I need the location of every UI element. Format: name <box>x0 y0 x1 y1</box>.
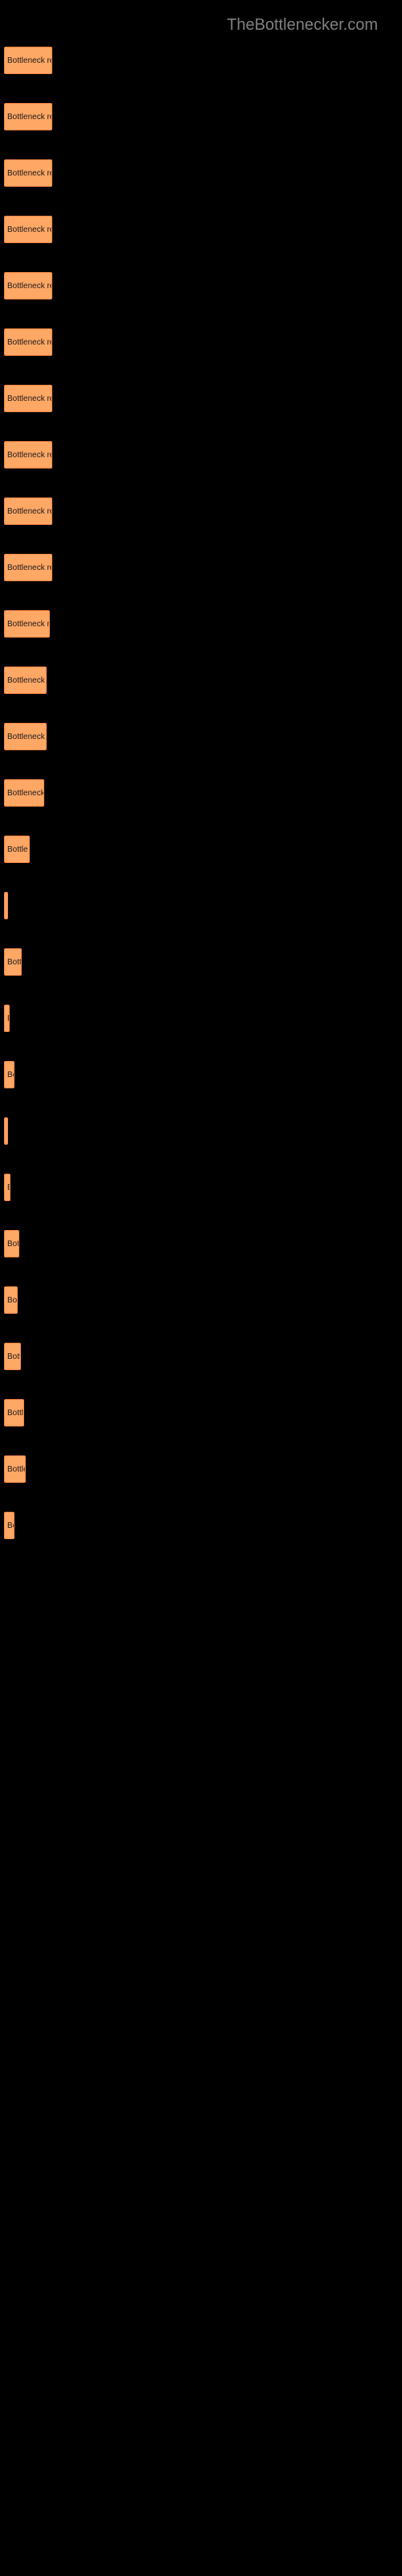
bar-text: Bottleneck <box>7 733 45 741</box>
bar-item: Bottleneck re <box>4 497 52 525</box>
bar-item: Bottleneck re <box>4 216 52 243</box>
bar-item: Bottl <box>4 1399 24 1426</box>
bar-text: Bottleneck <box>7 789 44 798</box>
bar-item <box>4 892 8 919</box>
bar-text: Bottleneck re <box>7 394 52 403</box>
bar-item: Bottleneck <box>4 723 47 750</box>
bar-item: Bottleneck res <box>4 441 52 469</box>
bar-item: Bot <box>4 1286 18 1314</box>
header: TheBottlenecker.com <box>0 16 402 35</box>
bar-text: Bottleneck re <box>7 225 52 234</box>
bar-text: Bottleneck re <box>7 564 52 572</box>
bar-text: Bo <box>7 1071 14 1080</box>
bar-text: B <box>7 1183 10 1192</box>
bar-item: Bott <box>4 1230 19 1257</box>
bar-text: Bottleneck res <box>7 451 52 460</box>
bar-text: Bottleneck re <box>7 338 52 347</box>
bar-text: Bottle <box>7 1465 26 1474</box>
bar-item: Bo <box>4 1512 14 1539</box>
bar-item: Bottleneck <box>4 779 44 807</box>
bar-text: Bottleneck res <box>7 113 52 122</box>
bar-item: Bottleneck res <box>4 47 52 74</box>
bar-text: Bottleneck res <box>7 282 52 291</box>
bar-item: Bott <box>4 1343 21 1370</box>
bar-text: B <box>7 1014 10 1023</box>
bar-text: Bottleneck re <box>7 169 52 178</box>
bars-container: Bottleneck res Bottleneck res Bottleneck r… <box>0 47 402 1539</box>
bar-text: Bo <box>7 1521 14 1530</box>
bar-item: Bo <box>4 1061 14 1088</box>
bar-text: Bottleneck r <box>7 620 50 629</box>
bar-text: Bottle <box>7 845 28 854</box>
bar-item: Bottleneck r <box>4 610 50 638</box>
bar-text: Bott <box>7 958 22 967</box>
bar-item: Bottle <box>4 1455 26 1483</box>
bar-item: B <box>4 1005 10 1032</box>
bar-item: Bottle <box>4 836 30 863</box>
bar-item: Bottleneck <box>4 667 47 694</box>
bar-text: Bott <box>7 1352 21 1361</box>
bar-item: Bottleneck re <box>4 328 52 356</box>
bar-text: Bottl <box>7 1409 23 1418</box>
header-title: TheBottlenecker.com <box>227 16 378 34</box>
bar-item: Bottleneck re <box>4 385 52 412</box>
bar-text: Bott <box>7 1240 19 1249</box>
bar-item: B <box>4 1174 10 1201</box>
bar-text: Bottleneck res <box>7 56 52 65</box>
bar-item: Bottleneck res <box>4 103 52 130</box>
bar-text: Bottleneck re <box>7 507 52 516</box>
bar-text: Bot <box>7 1296 18 1305</box>
bar-text: Bottleneck <box>7 676 45 685</box>
bar-item <box>4 1117 8 1145</box>
bar-item: Bott <box>4 948 22 976</box>
bar-item: Bottleneck res <box>4 272 52 299</box>
bar-item: Bottleneck re <box>4 554 52 581</box>
bar-item: Bottleneck re <box>4 159 52 187</box>
